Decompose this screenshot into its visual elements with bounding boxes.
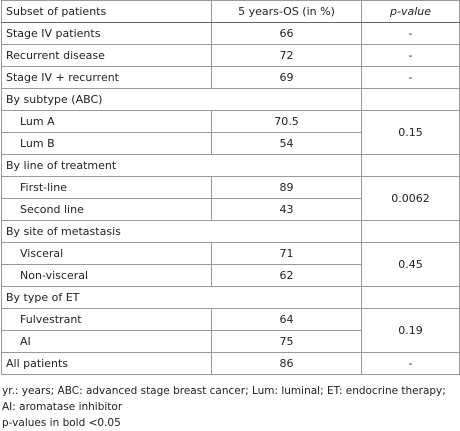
- table-row: Recurrent disease 72-: [1, 44, 460, 67]
- table-cell: Stage IV patients: [1, 22, 212, 45]
- table-row: By subtype (ABC): [1, 88, 460, 111]
- table-cell: p-value: [361, 0, 460, 23]
- table-cell: 64: [211, 308, 362, 331]
- table-row: Subset of patients 5 years-OS (in %) p-val…: [1, 0, 460, 23]
- table-cell: [361, 220, 460, 243]
- table-cell: Recurrent disease: [1, 44, 212, 67]
- table-cell: Stage IV + recurrent: [1, 66, 212, 89]
- table-cell: -: [361, 352, 460, 375]
- table-cell: By subtype (ABC): [1, 88, 362, 111]
- table-row: First-line 89 0.0062: [1, 176, 460, 221]
- table-row: Stage IV + recurrent 69-: [1, 66, 460, 89]
- table-cell: [361, 286, 460, 309]
- table-cell: Lum B: [1, 132, 212, 155]
- table-cell: 54: [211, 132, 362, 155]
- table-row: By site of metastasis: [1, 220, 460, 243]
- table-cell: 70.5: [211, 110, 362, 133]
- table-cell: By site of metastasis: [1, 220, 362, 243]
- table-cell: 0.45: [361, 242, 460, 287]
- table-row: By line of treatment: [1, 154, 460, 177]
- table-cell: 5 years-OS (in %): [211, 0, 362, 23]
- table-cell: Fulvestrant: [1, 308, 212, 331]
- table-cell: Lum A: [1, 110, 212, 133]
- table-body: Subset of patients 5 years-OS (in %) p-val…: [1, 0, 460, 375]
- table-cell: Second line: [1, 198, 212, 221]
- table-cell: By line of treatment: [1, 154, 362, 177]
- table-cell: All patients: [1, 352, 212, 375]
- table-cell: 89: [211, 176, 362, 199]
- table-cell: 43: [211, 198, 362, 221]
- table-row: Lum A 70.5 0.15: [1, 110, 460, 155]
- table-row: Non-visceral 62: [1, 264, 460, 287]
- table-cell: Visceral: [1, 242, 212, 265]
- table-cell: 71: [211, 242, 362, 265]
- table-cell: -: [361, 44, 460, 67]
- table-cell: 0.19: [361, 308, 460, 353]
- table-cell: By type of ET: [1, 286, 362, 309]
- table-cell: -: [361, 22, 460, 45]
- table-row: Stage IV patients 66-: [1, 22, 460, 45]
- table-cell: [361, 154, 460, 177]
- table-cell: 75: [211, 330, 362, 353]
- table-cell: -: [361, 66, 460, 89]
- table-cell: AI: [1, 330, 212, 353]
- table-cell: [361, 88, 460, 111]
- table-cell: 66: [211, 22, 362, 45]
- table-row: Fulvestrant 64 0.19: [1, 308, 460, 353]
- table-cell: Subset of patients: [1, 0, 212, 23]
- data-table: Subset of patients 5 years-OS (in %) p-val…: [1, 0, 460, 375]
- footnote: p-values in bold <0.05: [2, 417, 121, 429]
- footnote: yr.: years; ABC: advanced stage breast c…: [2, 385, 446, 413]
- table-row: Visceral 71 0.45: [1, 242, 460, 287]
- table-cell: First-line: [1, 176, 212, 199]
- table-cell: 0.0062: [361, 176, 460, 221]
- table-row: By type of ET: [1, 286, 460, 309]
- footnotes: yr.: years; ABC: advanced stage breast c…: [2, 383, 454, 431]
- table-cell: 86: [211, 352, 362, 375]
- table-cell: 69: [211, 66, 362, 89]
- table-cell: 62: [211, 264, 362, 287]
- table-row: All patients 86-: [1, 352, 460, 375]
- table-cell: 0.15: [361, 110, 460, 155]
- table-cell: Non-visceral: [1, 264, 212, 287]
- table-cell: 72: [211, 44, 362, 67]
